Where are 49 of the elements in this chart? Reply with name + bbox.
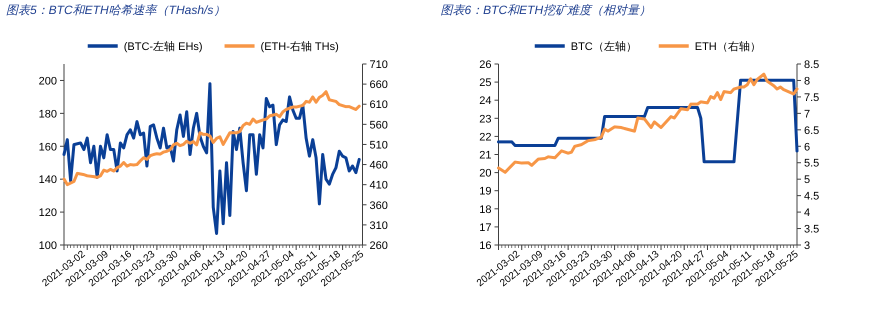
y-tick-label: 22 xyxy=(479,131,492,144)
y-tick-label: 120 xyxy=(38,207,57,220)
y-tick-label: 25 xyxy=(479,77,492,90)
y-tick-label: 21 xyxy=(479,150,492,162)
y2-tick-label: 310 xyxy=(370,220,388,232)
y-tick-label: 160 xyxy=(38,141,57,154)
y2-tick-label: 7.5 xyxy=(804,92,820,104)
y2-tick-label: 510 xyxy=(370,139,388,152)
y2-tick-label: 4 xyxy=(804,207,810,220)
y2-tick-label: 560 xyxy=(370,119,388,132)
y2-tick-label: 3 xyxy=(804,240,810,252)
y-tick-label: 200 xyxy=(38,75,57,88)
y2-tick-label: 660 xyxy=(370,79,388,92)
y2-tick-label: 8 xyxy=(804,75,810,88)
y2-tick-label: 4.5 xyxy=(804,190,820,203)
line-series xyxy=(497,72,798,174)
y2-tick-label: 5.5 xyxy=(804,158,820,170)
line-series xyxy=(62,82,361,235)
line-series xyxy=(62,90,361,186)
y2-tick-label: 7 xyxy=(804,108,810,120)
y-tick-label: 140 xyxy=(38,174,57,186)
y2-tick-label: 5 xyxy=(804,174,810,186)
legend-label: BTC（左轴） xyxy=(570,40,637,53)
y-tick-label: 23 xyxy=(479,113,492,126)
y2-tick-label: 260 xyxy=(370,240,388,252)
y2-tick-label: 6 xyxy=(804,141,810,154)
y2-tick-label: 360 xyxy=(370,200,388,212)
y-tick-label: 19 xyxy=(479,186,492,198)
y2-tick-label: 460 xyxy=(370,160,388,172)
line-series xyxy=(497,78,798,164)
y-tick-label: 17 xyxy=(479,222,492,234)
y2-tick-label: 710 xyxy=(370,59,388,71)
y2-tick-label: 6.5 xyxy=(804,124,820,137)
legend-label: (ETH-右轴 THs) xyxy=(260,40,339,53)
legend-label: (BTC-左轴 EHs) xyxy=(124,40,203,53)
y-tick-label: 180 xyxy=(38,108,57,120)
y2-tick-label: 3.5 xyxy=(804,224,820,236)
y-tick-label: 16 xyxy=(479,240,492,252)
y-tick-label: 18 xyxy=(479,204,492,216)
y2-tick-label: 410 xyxy=(370,180,388,192)
legend-label: ETH（右轴） xyxy=(694,40,761,53)
y2-tick-label: 610 xyxy=(370,99,388,112)
y-tick-label: 26 xyxy=(479,59,492,71)
y-tick-label: 100 xyxy=(38,240,57,252)
y-tick-label: 20 xyxy=(479,168,492,180)
chart-title: 图表6：BTC和ETH挖矿难度（相对量） xyxy=(440,3,652,17)
y-tick-label: 24 xyxy=(479,95,492,108)
chart-title: 图表5：BTC和ETH哈希速率（THash/s） xyxy=(6,3,226,17)
y2-tick-label: 8.5 xyxy=(804,59,820,71)
